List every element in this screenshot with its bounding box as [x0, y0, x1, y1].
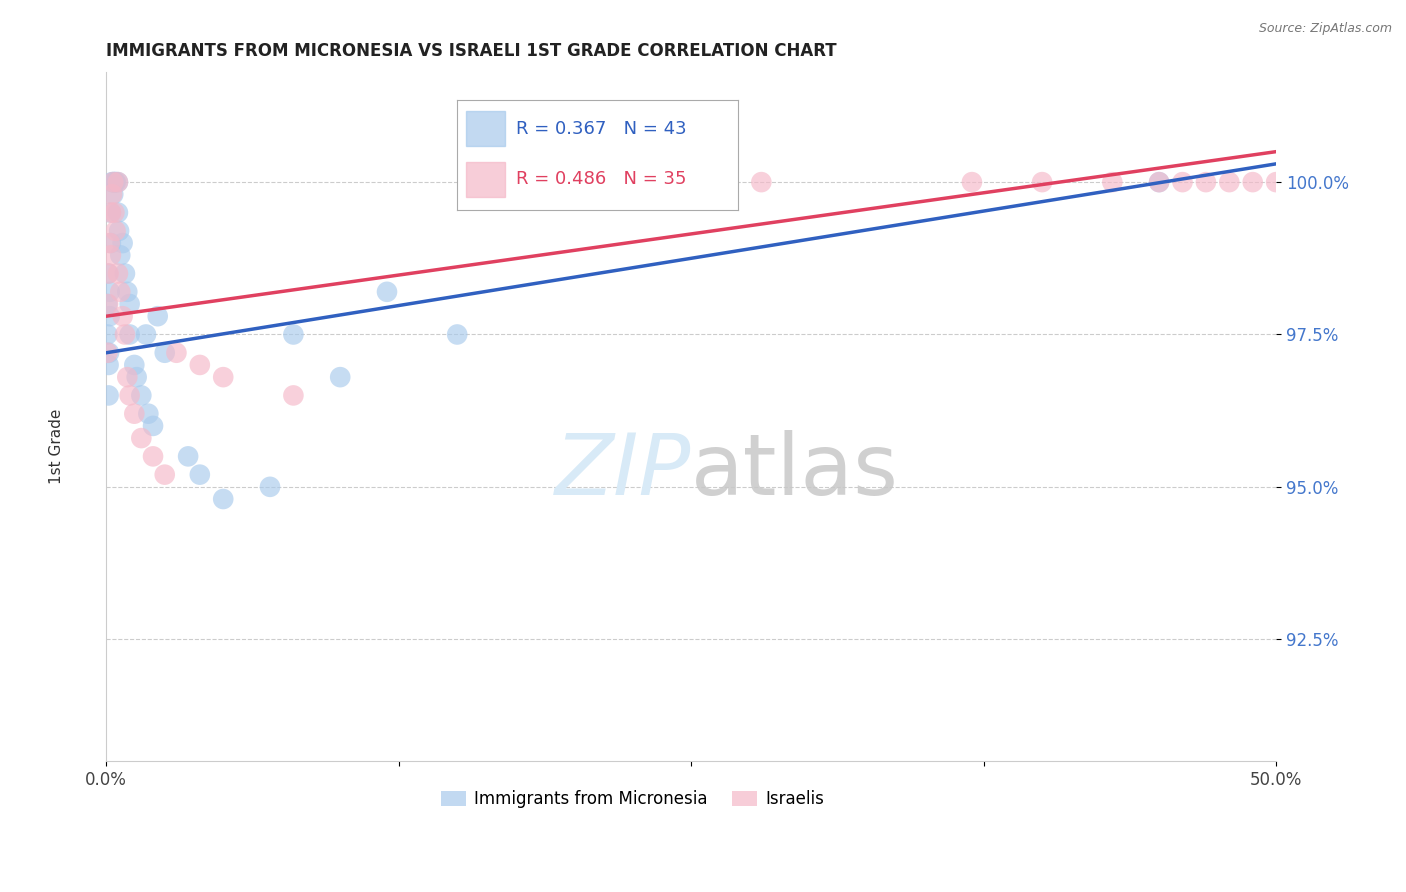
Point	[100, 248, 122, 262]
Point	[142, 450, 165, 464]
Text: Source: ZipAtlas.com: Source: ZipAtlas.com	[1258, 22, 1392, 36]
Point	[188, 358, 211, 372]
Point	[107, 267, 129, 281]
Point	[101, 187, 124, 202]
Point	[1147, 175, 1170, 189]
Point	[1265, 175, 1288, 189]
Text: IMMIGRANTS FROM MICRONESIA VS ISRAELI 1ST GRADE CORRELATION CHART: IMMIGRANTS FROM MICRONESIA VS ISRAELI 1S…	[107, 42, 837, 60]
Point	[100, 205, 122, 219]
Point	[98, 235, 121, 250]
Point	[1031, 175, 1053, 189]
Point	[165, 345, 187, 359]
Point	[100, 235, 122, 250]
Point	[98, 285, 121, 299]
Point	[135, 327, 157, 342]
Point	[153, 467, 176, 482]
Point	[104, 175, 127, 189]
Point	[97, 358, 120, 372]
Point	[1195, 175, 1218, 189]
Point	[212, 491, 235, 506]
Point	[103, 175, 125, 189]
Point	[96, 297, 118, 311]
Point	[751, 175, 773, 189]
Point	[108, 224, 131, 238]
Point	[96, 327, 118, 342]
Point	[259, 480, 281, 494]
Point	[329, 370, 352, 384]
Point	[125, 370, 148, 384]
Point	[124, 407, 146, 421]
Point	[177, 450, 200, 464]
Point	[131, 388, 153, 402]
Point	[1218, 175, 1240, 189]
Point	[97, 297, 120, 311]
Text: ZIP: ZIP	[555, 430, 692, 513]
Point	[118, 297, 141, 311]
Point	[1171, 175, 1194, 189]
Point	[118, 388, 141, 402]
Point	[1241, 175, 1264, 189]
Point	[97, 388, 120, 402]
Point	[96, 345, 118, 359]
Point	[114, 267, 136, 281]
Text: 1st Grade: 1st Grade	[49, 409, 63, 483]
Point	[117, 370, 139, 384]
Point	[107, 175, 129, 189]
Point	[446, 327, 468, 342]
Point	[283, 327, 305, 342]
Point	[212, 370, 235, 384]
Point	[100, 205, 122, 219]
Legend: Immigrants from Micronesia, Israelis: Immigrants from Micronesia, Israelis	[434, 783, 831, 814]
Point	[101, 175, 124, 189]
Text: atlas: atlas	[692, 430, 900, 513]
Point	[107, 205, 129, 219]
Point	[97, 267, 120, 281]
Point	[960, 175, 983, 189]
Point	[103, 187, 125, 202]
Point	[98, 309, 121, 323]
Point	[124, 358, 146, 372]
Point	[98, 345, 121, 359]
Point	[114, 327, 136, 342]
Point	[188, 467, 211, 482]
Point	[138, 407, 160, 421]
Point	[104, 224, 127, 238]
Point	[97, 267, 120, 281]
Point	[107, 175, 129, 189]
Point	[1101, 175, 1123, 189]
Point	[153, 345, 176, 359]
Point	[142, 418, 165, 433]
Point	[1147, 175, 1170, 189]
Point	[111, 309, 134, 323]
Point	[103, 175, 125, 189]
Point	[103, 205, 125, 219]
Point	[681, 175, 703, 189]
Point	[131, 431, 153, 445]
Point	[375, 285, 398, 299]
Point	[104, 175, 127, 189]
Point	[283, 388, 305, 402]
Point	[110, 285, 132, 299]
Point	[117, 285, 139, 299]
Point	[118, 327, 141, 342]
Point	[146, 309, 169, 323]
Point	[111, 235, 134, 250]
Point	[103, 175, 125, 189]
Point	[110, 248, 132, 262]
